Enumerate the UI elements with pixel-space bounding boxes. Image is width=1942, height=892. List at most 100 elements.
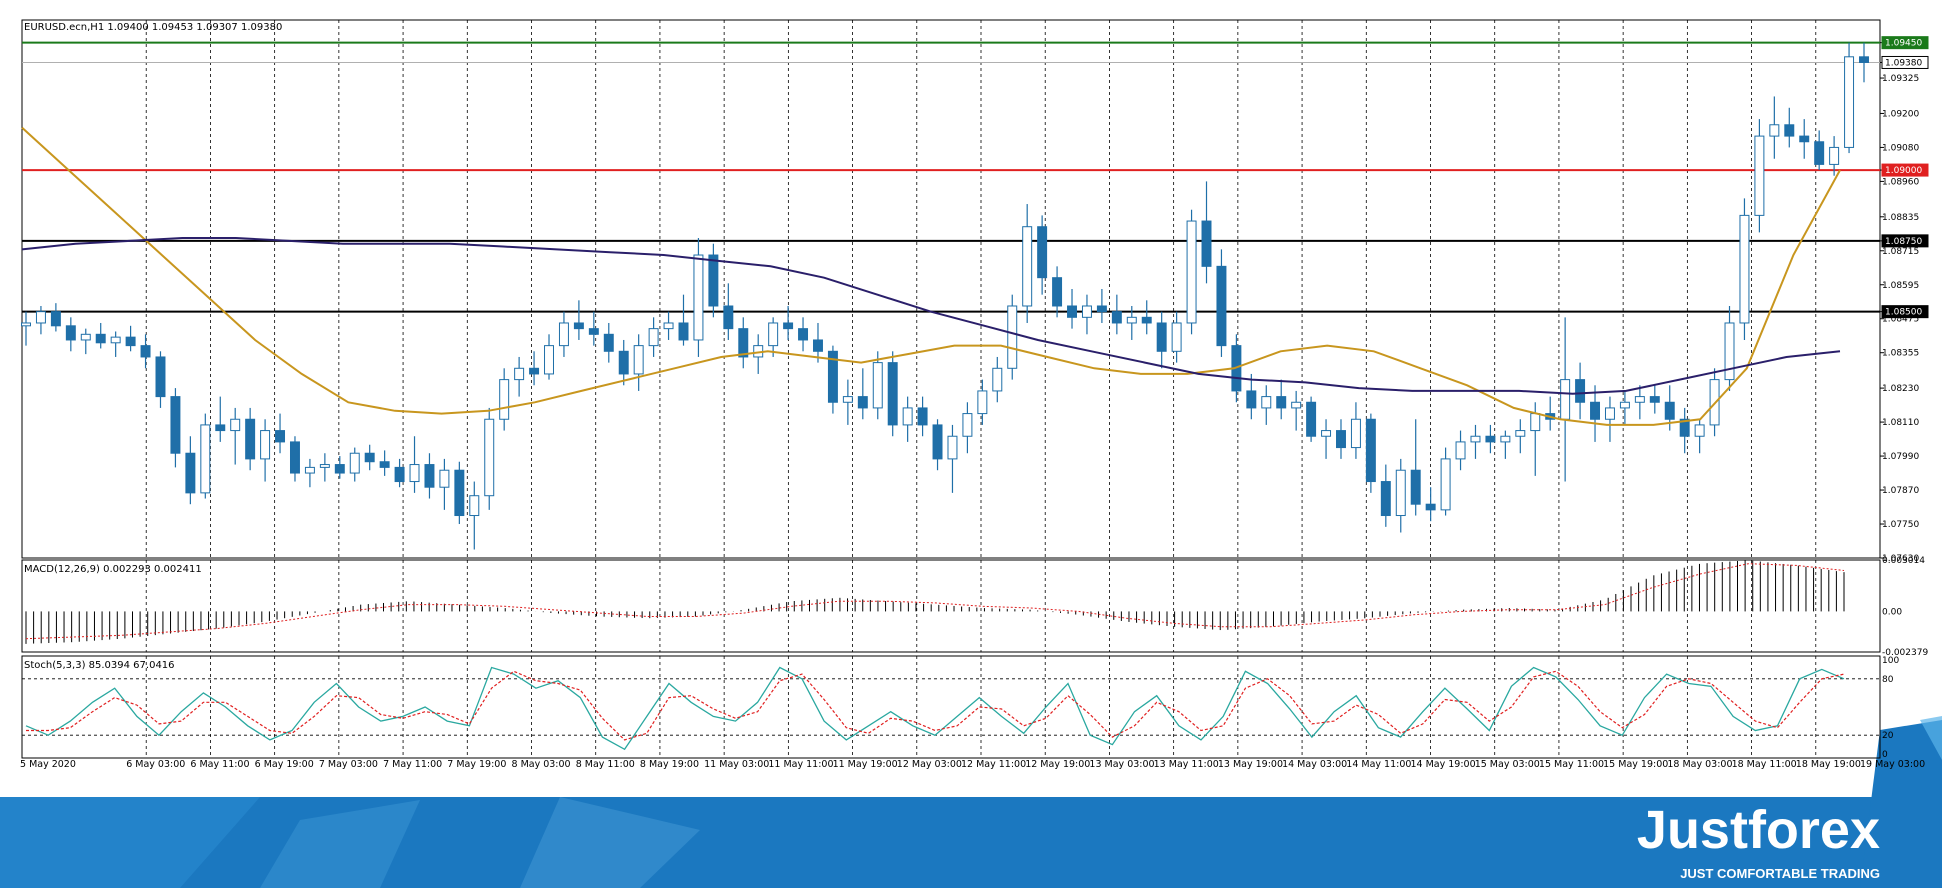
- candle-body: [1500, 435, 1511, 443]
- candle-body: [1291, 401, 1302, 409]
- sma-slow-line: [21, 237, 1841, 395]
- candle-body: [1485, 435, 1496, 443]
- y-tick-label: 1.08715: [1882, 247, 1919, 257]
- candle-body: [1425, 503, 1436, 511]
- candle-body: [1395, 469, 1406, 517]
- candle-body: [768, 322, 779, 347]
- candle-body: [1156, 322, 1167, 352]
- candle-body: [842, 396, 853, 403]
- y-tick-label: 1.07750: [1882, 520, 1919, 530]
- candle-body: [1604, 407, 1615, 420]
- candle-body: [573, 322, 584, 330]
- candle-body: [1679, 418, 1690, 437]
- macd-panel: 0.003014 0.00 -0.002379: [21, 556, 1928, 658]
- candle-body: [1365, 418, 1376, 483]
- candle-body: [1081, 305, 1092, 318]
- y-tick-label: 1.07870: [1882, 486, 1919, 496]
- x-tick-label: 6 May 19:00: [255, 759, 314, 770]
- candle-body: [977, 390, 988, 415]
- candle-body: [1141, 316, 1152, 324]
- x-tick-label: 6 May 03:00: [126, 759, 185, 770]
- candle-body: [902, 407, 913, 426]
- stoch-main-line: [25, 666, 1845, 751]
- candle-body: [1575, 379, 1586, 403]
- candle-body: [1619, 401, 1630, 409]
- candle-body: [349, 452, 360, 474]
- candle-body: [1814, 141, 1825, 165]
- candle-body: [603, 333, 614, 352]
- candle-body: [648, 328, 659, 347]
- y-tick-label: 1.08230: [1882, 384, 1919, 394]
- candle-body: [1037, 226, 1048, 279]
- candle-body: [1530, 413, 1541, 432]
- macd-signal-line: [25, 563, 1845, 640]
- x-tick-label: 13 May 19:00: [1218, 759, 1283, 770]
- level-badge-label: 1.09450: [1885, 39, 1922, 49]
- candle-body: [738, 328, 749, 358]
- candle-body: [1022, 226, 1033, 307]
- x-tick-label: 8 May 11:00: [576, 759, 635, 770]
- candle-body: [1096, 305, 1107, 313]
- y-tick-label: 1.09325: [1882, 74, 1919, 84]
- x-tick-label: 19 May 03:00: [1860, 759, 1925, 770]
- x-tick-label: 8 May 03:00: [512, 759, 571, 770]
- level-badge-label: 1.09380: [1885, 58, 1922, 68]
- x-tick-label: 18 May 03:00: [1667, 759, 1732, 770]
- x-tick-label: 12 May 03:00: [897, 759, 962, 770]
- candle-body: [827, 350, 838, 403]
- candle-body: [95, 333, 106, 344]
- candle-body: [1350, 418, 1361, 449]
- candle-body: [1246, 390, 1257, 409]
- candle-body: [185, 452, 196, 494]
- candle-body: [962, 413, 973, 437]
- brand-logo: Justforex: [1637, 800, 1880, 860]
- candle-body: [1380, 481, 1391, 517]
- candle-body: [1784, 124, 1795, 137]
- candle-body: [80, 333, 91, 341]
- x-tick-label: 7 May 19:00: [447, 759, 506, 770]
- candle-body: [200, 424, 211, 494]
- x-tick-label: 11 May 11:00: [768, 759, 833, 770]
- x-tick-label: 6 May 11:00: [190, 759, 249, 770]
- x-tick-label: 7 May 11:00: [383, 759, 442, 770]
- candle-body: [275, 430, 286, 443]
- candle-body: [289, 441, 300, 474]
- candle-body: [1739, 214, 1750, 324]
- panel-frame: [21, 19, 1881, 559]
- candle-body: [1844, 56, 1855, 148]
- candle-body: [1111, 311, 1122, 324]
- stochastic-panel: 100 80 20 0: [21, 655, 1899, 760]
- candle-body: [678, 322, 689, 341]
- x-tick-label: 13 May 03:00: [1089, 759, 1154, 770]
- candle-body: [1306, 401, 1317, 437]
- x-tick-label: 12 May 19:00: [1025, 759, 1090, 770]
- candle-body: [917, 407, 928, 426]
- y-tick-label: 1.07990: [1882, 452, 1919, 462]
- candle-body: [140, 345, 151, 358]
- candle-body: [514, 367, 525, 381]
- x-tick-label: 15 May 19:00: [1603, 759, 1668, 770]
- x-tick-label: 8 May 19:00: [640, 759, 699, 770]
- x-tick-label: 13 May 11:00: [1154, 759, 1219, 770]
- x-tick-label: 14 May 19:00: [1411, 759, 1476, 770]
- candle-body: [1455, 441, 1466, 460]
- y-tick-label: 1.07630: [1882, 554, 1919, 564]
- candle-body: [798, 328, 809, 341]
- candle-body: [857, 396, 868, 409]
- candle-body: [813, 339, 823, 352]
- candle-body: [245, 418, 256, 460]
- x-tick-label: 14 May 03:00: [1282, 759, 1347, 770]
- candle-body: [379, 461, 390, 468]
- y-tick-label: 100: [1882, 656, 1899, 666]
- time-axis: 5 May 2020 6 May 03:00 6 May 11:00 6 May 19…: [20, 759, 1925, 770]
- candle-body: [125, 336, 136, 347]
- candle-body: [1261, 396, 1272, 409]
- candle-body: [21, 322, 31, 327]
- candle-body: [334, 464, 345, 474]
- candle-body: [155, 356, 166, 398]
- candle-body: [1201, 220, 1212, 267]
- candle-body: [693, 254, 704, 341]
- candle-body: [1007, 305, 1018, 369]
- y-tick-label: -0.002379: [1882, 648, 1928, 658]
- level-badge-label: 1.08750: [1885, 237, 1922, 247]
